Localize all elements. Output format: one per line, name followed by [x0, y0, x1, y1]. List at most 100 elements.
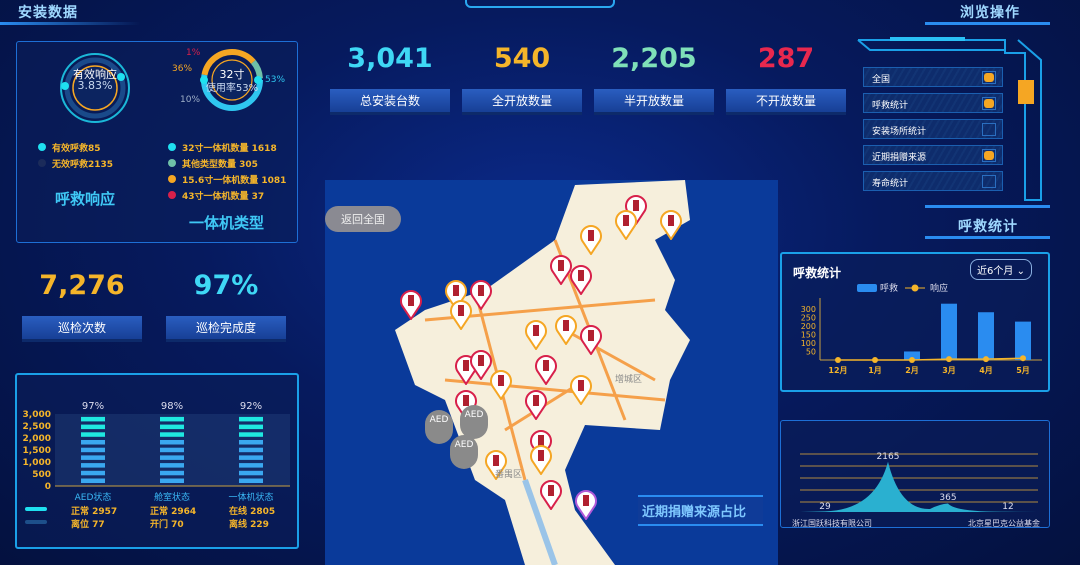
bar [978, 312, 994, 360]
response-ring-title: 有效响应 [73, 68, 117, 81]
aed-marker-icon[interactable] [525, 390, 547, 420]
y-tick: 1,500 [23, 446, 51, 456]
bar [941, 303, 957, 360]
divider [925, 236, 1050, 239]
legend-item: 无效呼救2135 [38, 155, 113, 171]
operation-label: 安装场所统计 [872, 127, 927, 137]
legend-label: 离位 77 [71, 518, 105, 530]
checkbox-icon[interactable] [982, 123, 996, 136]
back-to-country-button[interactable]: 返回全国 [325, 206, 401, 232]
legend-item: 15.6寸一体机数量 1081 [168, 171, 286, 187]
stat-card: 2,205 半开放数量 [594, 43, 714, 115]
section-title-rescue: 呼救统计 [958, 219, 1018, 235]
aed-marker-icon[interactable] [485, 450, 507, 480]
operation-item[interactable]: 寿命统计 [863, 171, 1003, 191]
aed-marker-icon[interactable] [530, 445, 552, 475]
aed-marker-icon[interactable] [470, 350, 492, 380]
legend-dot [168, 191, 176, 199]
checkbox-checked-icon[interactable] [982, 149, 996, 162]
aed-gray-marker-icon[interactable]: AED [425, 410, 453, 444]
operations-frame [857, 37, 1042, 201]
aed-marker-icon[interactable] [575, 490, 597, 520]
legend-dot [38, 159, 46, 167]
machine-legend: 32寸一体机数量 1618 其他类型数量 305 15.6寸一体机数量 1081… [168, 139, 286, 203]
legend-label: 正常 2957 [71, 505, 117, 517]
rescue-chart-title: 呼救统计 [793, 266, 842, 280]
aed-marker-icon[interactable] [570, 265, 592, 295]
stat-value: 540 [493, 43, 551, 74]
x-tick: 1月 [868, 366, 882, 375]
aed-marker-icon[interactable] [400, 290, 422, 320]
stat-value: 7,276 [39, 270, 125, 301]
legend-item: 32寸一体机数量 1618 [168, 139, 286, 155]
legend-dot [168, 143, 176, 151]
data-label: 97% [82, 401, 104, 412]
aed-marker-icon[interactable] [535, 355, 557, 385]
legend-label: 无效呼救2135 [52, 159, 114, 170]
data-label: 365 [939, 493, 956, 503]
period-select-value: 近6个月 [977, 266, 1014, 277]
x-tick: 3月 [942, 366, 956, 375]
aed-marker-icon[interactable] [540, 480, 562, 510]
x-tick: 2月 [905, 366, 919, 375]
aed-marker-icon[interactable] [470, 280, 492, 310]
response-legend: 有效呼救85 无效呼救2135 [38, 139, 113, 171]
legend-item: 其他类型数量 305 [168, 155, 286, 171]
aed-marker-icon[interactable] [525, 320, 547, 350]
rescue-stats-panel [780, 252, 1050, 392]
operation-item[interactable]: 全国 [863, 67, 1003, 87]
checkbox-checked-icon[interactable] [982, 71, 996, 84]
aed-marker-icon[interactable] [490, 370, 512, 400]
operation-item[interactable]: 安装场所统计 [863, 119, 1003, 139]
period-select[interactable]: 近6个月 ⌄ [970, 259, 1032, 280]
aed-marker-icon[interactable] [625, 195, 647, 225]
stat-label: 总安装台数 [330, 89, 450, 115]
y-tick: 100 [801, 339, 816, 348]
x-label: 北京星巴克公益基金 [968, 518, 1040, 528]
aed-gray-marker-icon[interactable]: AED [460, 405, 488, 439]
legend-label: 有效呼救85 [52, 143, 101, 154]
aed-marker-icon[interactable] [615, 210, 637, 240]
map[interactable]: AED AED AED [325, 180, 778, 565]
slice-label: 36% [172, 64, 193, 74]
aed-gray-marker-icon[interactable]: AED [450, 435, 478, 469]
aed-marker-icon[interactable] [445, 280, 467, 310]
bar [1015, 321, 1031, 360]
divider [0, 22, 140, 25]
stat-label: 巡检完成度 [166, 316, 286, 342]
legend-label: 在线 2805 [229, 505, 275, 517]
checkbox-checked-icon[interactable] [982, 97, 996, 110]
y-tick: 500 [32, 470, 51, 480]
aed-marker-icon[interactable] [570, 375, 592, 405]
legend-label: 离线 229 [229, 518, 269, 530]
operation-item[interactable]: 呼救统计 [863, 93, 1003, 113]
legend-label: 呼救 [880, 282, 898, 294]
district-label: 番禺区 [495, 470, 523, 480]
y-tick: 2,000 [23, 434, 51, 444]
slice-label: 1% [186, 48, 201, 58]
x-tick: 舱室状态 [154, 491, 190, 503]
device-status-chart: 0 500 1,000 1,500 2,000 2,500 3,000 97% AED状态正常 … [23, 401, 290, 530]
device-status-panel [15, 373, 299, 549]
data-label: 29 [819, 502, 831, 512]
aed-marker-icon[interactable] [580, 325, 602, 355]
machine-type-title: 一体机类型 [189, 214, 265, 232]
stat-inspection-completion: 97% 巡检完成度 [166, 270, 286, 342]
donation-source-title: 近期捐赠来源占比 [638, 495, 763, 526]
aed-marker-icon[interactable] [455, 390, 477, 420]
aed-marker-icon[interactable] [555, 315, 577, 345]
x-tick: 一体机状态 [228, 491, 273, 503]
bar [904, 351, 920, 360]
aed-marker-icon[interactable] [660, 210, 682, 240]
legend-swatch [857, 284, 877, 292]
aed-marker-icon[interactable] [550, 255, 572, 285]
checkbox-icon[interactable] [982, 175, 996, 188]
aed-marker-icon[interactable] [450, 300, 472, 330]
machine-ring-title: 32寸 [219, 68, 245, 81]
x-label: 浙江国跃科技有限公司 [792, 518, 872, 528]
y-tick: 300 [801, 305, 816, 314]
operation-item[interactable]: 近期捐赠来源 [863, 145, 1003, 165]
aed-marker-icon[interactable] [580, 225, 602, 255]
legend-label: 响应 [930, 282, 948, 294]
